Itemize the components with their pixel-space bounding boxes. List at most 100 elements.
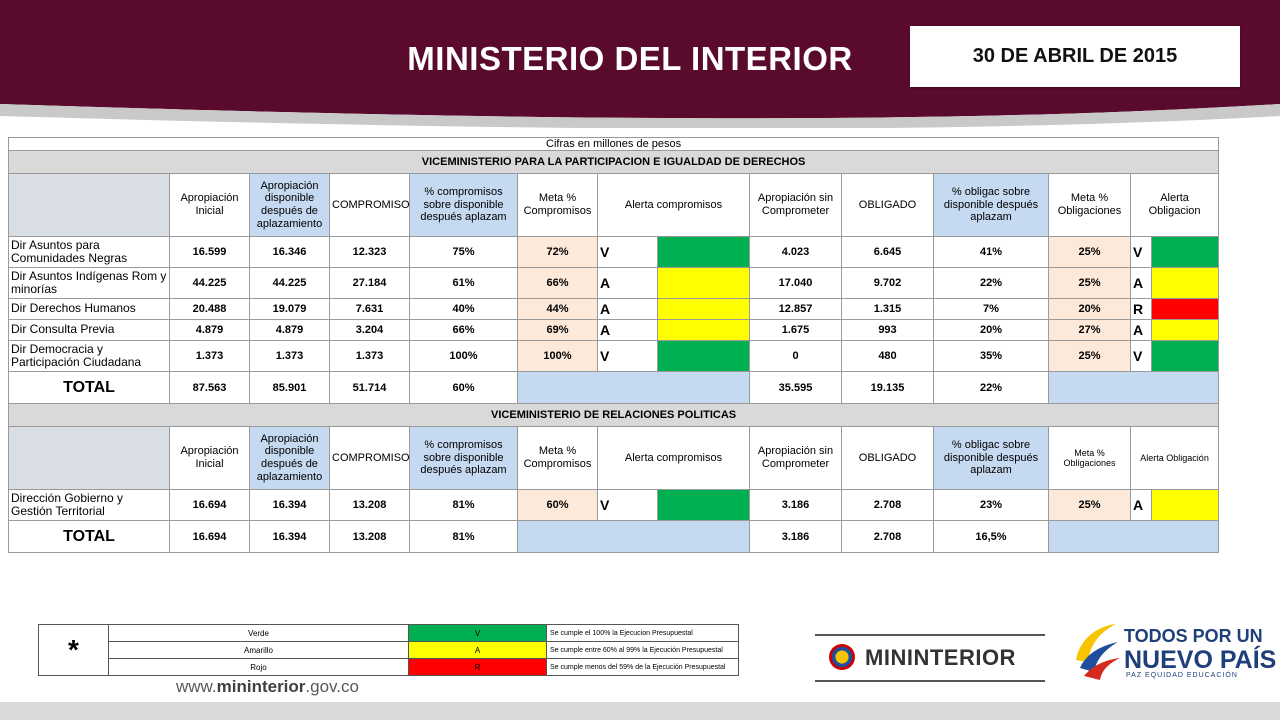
- total-row: TOTAL 87.563 85.901 51.714 60% 35.595 19…: [8, 371, 1220, 404]
- header-blank: [8, 426, 170, 490]
- total-disponible: 16.394: [249, 520, 330, 553]
- cell-disponible: 4.879: [249, 319, 330, 341]
- section2-title: VICEMINISTERIO DE RELACIONES POLITICAS: [7, 403, 1220, 427]
- total-disponible: 85.901: [249, 371, 330, 404]
- cell-sin-comp: 12.857: [749, 298, 842, 320]
- total-inicial: 16.694: [169, 520, 250, 553]
- cell-obligado: 6.645: [841, 236, 934, 268]
- cell-pct-oblig: 41%: [933, 236, 1049, 268]
- units-note: Cifras en millones de pesos: [7, 137, 1220, 151]
- cell-sin-comp: 17.040: [749, 267, 842, 299]
- header-blank: [8, 173, 170, 237]
- footer-bar: [0, 702, 1280, 720]
- cell-alerta-oblig: R: [1130, 298, 1152, 320]
- cell-meta-comp: 60%: [517, 489, 598, 521]
- row-name: Dir Consulta Previa: [8, 319, 170, 341]
- cell-sin-comp: 0: [749, 340, 842, 372]
- total-blank: [517, 371, 750, 404]
- mininterior-logo: MININTERIOR: [815, 634, 1045, 682]
- col-obligado: OBLIGADO: [841, 173, 934, 237]
- cell-inicial: 16.599: [169, 236, 250, 268]
- header-banner: MINISTERIO DEL INTERIOR 30 DE ABRIL DE 2…: [0, 0, 1280, 128]
- legend-code: R: [408, 658, 547, 676]
- col-meta-compromisos: Meta % Compromisos: [517, 426, 598, 490]
- legend-star: *: [38, 624, 109, 676]
- cell-alerta-comp: A: [597, 319, 658, 341]
- total-pct-comp: 60%: [409, 371, 518, 404]
- legend-code: V: [408, 624, 547, 642]
- cell-pct-comp: 81%: [409, 489, 518, 521]
- table-row: Dir Derechos Humanos 20.488 19.079 7.631…: [8, 298, 1220, 320]
- alert-swatch: [1150, 319, 1220, 341]
- cell-compromiso: 13.208: [329, 489, 410, 521]
- total-blank: [1047, 520, 1220, 553]
- cell-alerta-comp: V: [597, 340, 658, 372]
- website-prefix: www.: [176, 677, 217, 696]
- cell-disponible: 19.079: [249, 298, 330, 320]
- alert-swatch: [657, 319, 750, 341]
- cell-meta-oblig: 25%: [1048, 340, 1131, 372]
- cell-disponible: 16.346: [249, 236, 330, 268]
- total-pct-comp: 81%: [409, 520, 518, 553]
- total-blank: [1047, 371, 1220, 404]
- col-apropiacion-sin-comprometer: Apropiación sin Comprometer: [749, 426, 842, 490]
- cell-compromiso: 12.323: [329, 236, 410, 268]
- alert-swatch: [657, 340, 750, 372]
- alert-swatch: [657, 236, 750, 268]
- cell-alerta-comp: V: [597, 236, 658, 268]
- website-domain: mininterior: [216, 677, 306, 696]
- cell-meta-oblig: 25%: [1048, 236, 1131, 268]
- table-row: Dir Asuntos Indígenas Rom y minorías 44.…: [8, 267, 1220, 299]
- col-meta-obligaciones: Meta % Obligaciones: [1048, 426, 1131, 490]
- alert-swatch: [1150, 489, 1220, 521]
- alert-swatch: [1150, 298, 1220, 320]
- col-alerta-obligacion: Alerta Obligacion: [1129, 173, 1220, 237]
- total-compromiso: 51.714: [329, 371, 410, 404]
- flag-swoosh-icon: [1076, 624, 1120, 680]
- website-suffix: .gov.co: [305, 677, 359, 696]
- alert-swatch: [657, 267, 750, 299]
- cell-compromiso: 27.184: [329, 267, 410, 299]
- logo-line3: PAZ EQUIDAD EDUCACIÓN: [1126, 672, 1238, 679]
- total-sin-comp: 3.186: [749, 520, 842, 553]
- table-row: Dir Democracia y Participación Ciudadana…: [8, 340, 1220, 372]
- col-pct-obligaciones: % obligac sobre disponible después aplaz…: [933, 173, 1049, 237]
- cell-pct-comp: 75%: [409, 236, 518, 268]
- cell-alerta-comp: A: [597, 298, 658, 320]
- col-alerta-obligacion: Alerta Obligación: [1129, 426, 1220, 490]
- cell-inicial: 4.879: [169, 319, 250, 341]
- col-apropiacion-disponible: Apropiación disponible después de aplaza…: [249, 173, 330, 237]
- cell-pct-oblig: 7%: [933, 298, 1049, 320]
- cell-obligado: 1.315: [841, 298, 934, 320]
- total-pct-oblig: 22%: [933, 371, 1049, 404]
- col-apropiacion-sin-comprometer: Apropiación sin Comprometer: [749, 173, 842, 237]
- row-name: Dir Derechos Humanos: [8, 298, 170, 320]
- cell-alerta-oblig: A: [1130, 267, 1152, 299]
- section1-title: VICEMINISTERIO PARA LA PARTICIPACION E I…: [7, 150, 1220, 174]
- legend-desc: Se cumple menos del 59% de la Ejecución …: [546, 658, 739, 676]
- mininterior-logo-text: MININTERIOR: [865, 645, 1016, 670]
- legend-desc: Se cumple el 100% la Ejecucion Presupues…: [546, 624, 739, 642]
- cell-meta-oblig: 20%: [1048, 298, 1131, 320]
- cell-disponible: 1.373: [249, 340, 330, 372]
- legend-code: A: [408, 641, 547, 659]
- cell-meta-comp: 44%: [517, 298, 598, 320]
- row-name: Dir Democracia y Participación Ciudadana: [8, 340, 170, 372]
- legend-table: * Verde V Se cumple el 100% la Ejecucion…: [38, 624, 739, 676]
- cell-meta-oblig: 27%: [1048, 319, 1131, 341]
- col-compromiso: COMPROMISO: [329, 173, 410, 237]
- budget-table: Cifras en millones de pesos VICEMINISTER…: [7, 137, 1220, 553]
- col-apropiacion-inicial: Apropiación Inicial: [169, 426, 250, 490]
- cell-compromiso: 1.373: [329, 340, 410, 372]
- col-obligado: OBLIGADO: [841, 426, 934, 490]
- cell-meta-comp: 72%: [517, 236, 598, 268]
- cell-alerta-oblig: V: [1130, 236, 1152, 268]
- cell-meta-comp: 66%: [517, 267, 598, 299]
- alert-swatch: [657, 489, 750, 521]
- website-link[interactable]: www.mininterior.gov.co: [176, 677, 359, 697]
- coat-of-arms-icon: [829, 644, 855, 670]
- page-title: MINISTERIO DEL INTERIOR: [407, 40, 853, 77]
- col-alerta-compromisos: Alerta compromisos: [597, 173, 750, 237]
- cell-sin-comp: 4.023: [749, 236, 842, 268]
- cell-pct-oblig: 23%: [933, 489, 1049, 521]
